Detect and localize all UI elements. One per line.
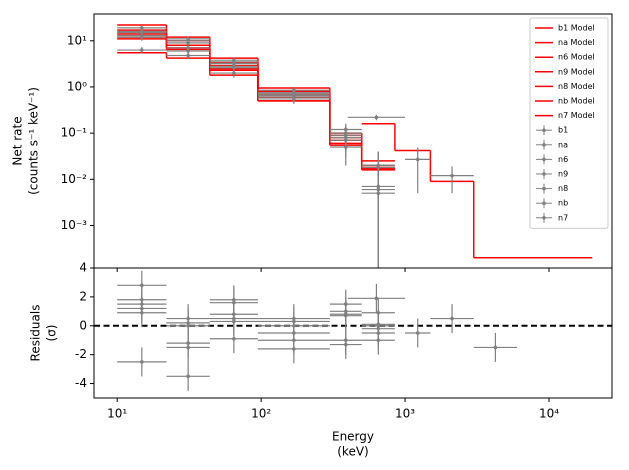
- data-point: [140, 26, 144, 30]
- data-point: [450, 316, 454, 321]
- legend-swatch: [542, 143, 546, 147]
- legend-swatch: [542, 157, 546, 162]
- data-point: [376, 184, 381, 189]
- x-tick-label: 10¹: [107, 407, 127, 421]
- y-tick-label: 10⁰: [67, 79, 87, 93]
- y-tick-label: 2: [79, 289, 87, 303]
- data-point: [343, 312, 348, 317]
- data-point: [186, 323, 190, 328]
- x-axis-label: Energy: [332, 430, 374, 444]
- legend-label: n6: [558, 155, 568, 164]
- legend-swatch: [542, 128, 546, 132]
- data-point: [374, 115, 379, 120]
- legend-swatch: [542, 201, 546, 205]
- plot-area: [94, 270, 612, 391]
- data-point: [232, 71, 236, 75]
- y-axis-label: (counts s⁻¹ keV⁻¹): [27, 87, 41, 195]
- data-point: [186, 41, 190, 45]
- legend-label: n6 Model: [558, 53, 595, 62]
- y-axis-label: (σ): [45, 325, 59, 342]
- y-axis-label: Net rate: [11, 116, 25, 165]
- data-point: [292, 97, 296, 101]
- data-point: [343, 145, 348, 149]
- data-point: [140, 48, 144, 52]
- legend-label: n8 Model: [558, 82, 595, 91]
- data-point: [450, 173, 454, 178]
- x-tick-label: 10²: [251, 407, 271, 421]
- y-tick-label: 0: [79, 318, 87, 332]
- legend-label: na: [558, 140, 568, 149]
- y-tick-label: -2: [75, 347, 87, 361]
- data-point: [292, 323, 296, 328]
- legend-box: [529, 17, 609, 229]
- y-tick-label: 10¹: [67, 33, 87, 47]
- data-point: [140, 360, 144, 364]
- data-point: [343, 342, 348, 347]
- x-axis-label: (keV): [337, 445, 368, 459]
- data-point: [186, 345, 190, 350]
- legend-label: n9: [558, 170, 568, 179]
- legend-label: n8: [558, 184, 568, 193]
- data-point: [415, 331, 420, 335]
- data-point: [374, 296, 379, 301]
- legend-label: n9 Model: [558, 67, 595, 76]
- data-point: [186, 49, 190, 53]
- data-point: [186, 374, 190, 379]
- x-tick-label: 10³: [395, 407, 415, 421]
- legend-label: nb: [558, 199, 568, 208]
- data-point: [232, 336, 236, 341]
- x-tick-label: 10⁴: [539, 407, 559, 421]
- data-point: [140, 310, 144, 315]
- data-point: [415, 157, 420, 162]
- legend-label: b1: [558, 126, 568, 135]
- y-tick-label: -4: [75, 376, 87, 390]
- data-point: [232, 319, 236, 324]
- legend-swatch: [542, 172, 546, 176]
- legend-label: nb Model: [558, 97, 595, 106]
- legend-label: b1 Model: [558, 24, 595, 33]
- y-axis-label: Residuals: [29, 305, 43, 362]
- y-tick-label: 10⁻¹: [61, 126, 88, 140]
- y-tick-label: 10⁻³: [61, 218, 88, 232]
- legend-label: n7 Model: [558, 111, 595, 120]
- plot-area: [117, 24, 593, 268]
- data-point: [232, 65, 236, 70]
- data-point: [493, 345, 498, 350]
- legend-label: n7: [558, 213, 568, 222]
- data-point: [292, 347, 296, 351]
- legend-label: na Model: [558, 38, 595, 47]
- y-tick-label: 10⁻²: [61, 172, 88, 186]
- axes-frame: [93, 267, 613, 399]
- data-point: [376, 323, 381, 328]
- y-tick-label: 4: [79, 261, 87, 275]
- legend-swatch: [542, 186, 546, 191]
- data-point: [186, 53, 190, 58]
- legend-swatch: [542, 216, 546, 220]
- data-point: [140, 35, 144, 39]
